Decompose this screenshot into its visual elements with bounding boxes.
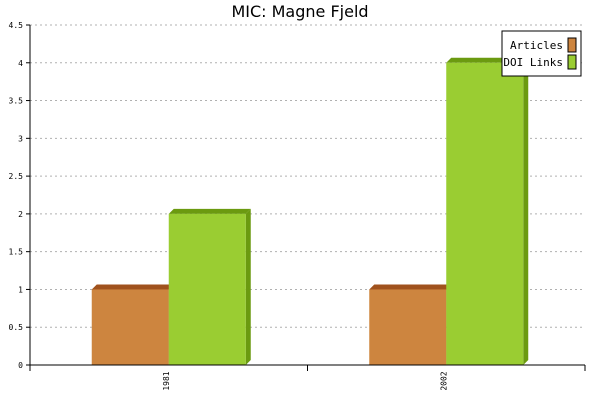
y-tick-label: 1: [18, 285, 23, 294]
legend-swatch: [567, 37, 577, 53]
bar-doi-links-2002: [446, 57, 529, 366]
y-tick-label: 3.5: [9, 97, 24, 106]
bar-front-face: [369, 289, 447, 365]
legend-label: Articles: [510, 39, 563, 52]
x-tick-label: 2002: [439, 371, 448, 390]
legend: Articles DOI Links: [501, 30, 582, 77]
y-tick-label: 1.5: [9, 248, 24, 257]
bar-front-face: [91, 289, 169, 365]
x-tick-label: 1981: [162, 371, 171, 390]
bar-front-face: [168, 213, 246, 365]
bar-side-face: [523, 57, 529, 366]
y-tick-label: 2: [18, 210, 23, 219]
bar-top-face: [168, 208, 251, 214]
legend-label: DOI Links: [503, 56, 563, 69]
bar-front-face: [446, 62, 524, 366]
bar-top-face: [369, 284, 452, 290]
legend-swatch: [567, 54, 577, 70]
y-tick-label: 4: [18, 59, 23, 68]
y-tick-label: 4.5: [9, 21, 24, 30]
bar-articles-2002: [369, 284, 452, 365]
axes: 0 0.5 1 1.5 2 2.5 3 3.5 4 4.5 1981 2002: [9, 21, 586, 391]
bar-doi-links-1981: [168, 208, 251, 365]
bar-top-face: [91, 284, 174, 290]
y-tick-label: 0: [18, 361, 23, 370]
y-tick-label: 3: [18, 134, 23, 143]
chart-title: MIC: Magne Fjeld: [231, 2, 368, 21]
bar-articles-1981: [91, 284, 174, 365]
y-tick-label: 2.5: [9, 172, 24, 181]
y-tick-label: 0.5: [9, 323, 24, 332]
bars: [91, 57, 529, 366]
bar-side-face: [245, 208, 251, 365]
